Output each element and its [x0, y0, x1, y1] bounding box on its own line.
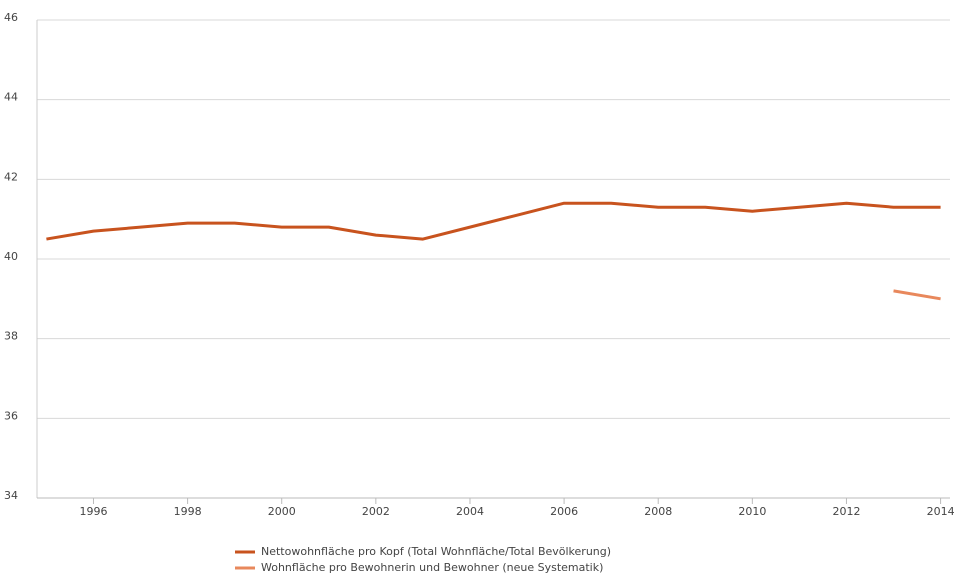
x-tick-label: 1996: [79, 505, 107, 518]
y-tick-label: 38: [4, 330, 18, 343]
y-tick-label: 36: [4, 409, 18, 422]
x-tick-label: 2014: [927, 505, 955, 518]
x-tick-label: 2008: [644, 505, 672, 518]
line-series: [46, 201, 941, 241]
x-tick-label: 2000: [268, 505, 296, 518]
legend-label: Nettowohnfläche pro Kopf (Total Wohnfläc…: [261, 545, 611, 558]
y-tick-label: 44: [4, 91, 18, 104]
y-tick-label: 42: [4, 170, 18, 183]
line-series: [893, 289, 941, 301]
legend-label: Wohnfläche pro Bewohnerin und Bewohner (…: [261, 561, 603, 574]
y-tick-label: 34: [4, 489, 18, 502]
x-tick-label: 2004: [456, 505, 484, 518]
x-tick-label: 2010: [738, 505, 766, 518]
x-tick-label: 2012: [832, 505, 860, 518]
y-tick-label: 40: [4, 250, 18, 263]
y-tick-label: 46: [4, 11, 18, 24]
x-tick-label: 1998: [174, 505, 202, 518]
x-tick-label: 2006: [550, 505, 578, 518]
x-tick-label: 2002: [362, 505, 390, 518]
